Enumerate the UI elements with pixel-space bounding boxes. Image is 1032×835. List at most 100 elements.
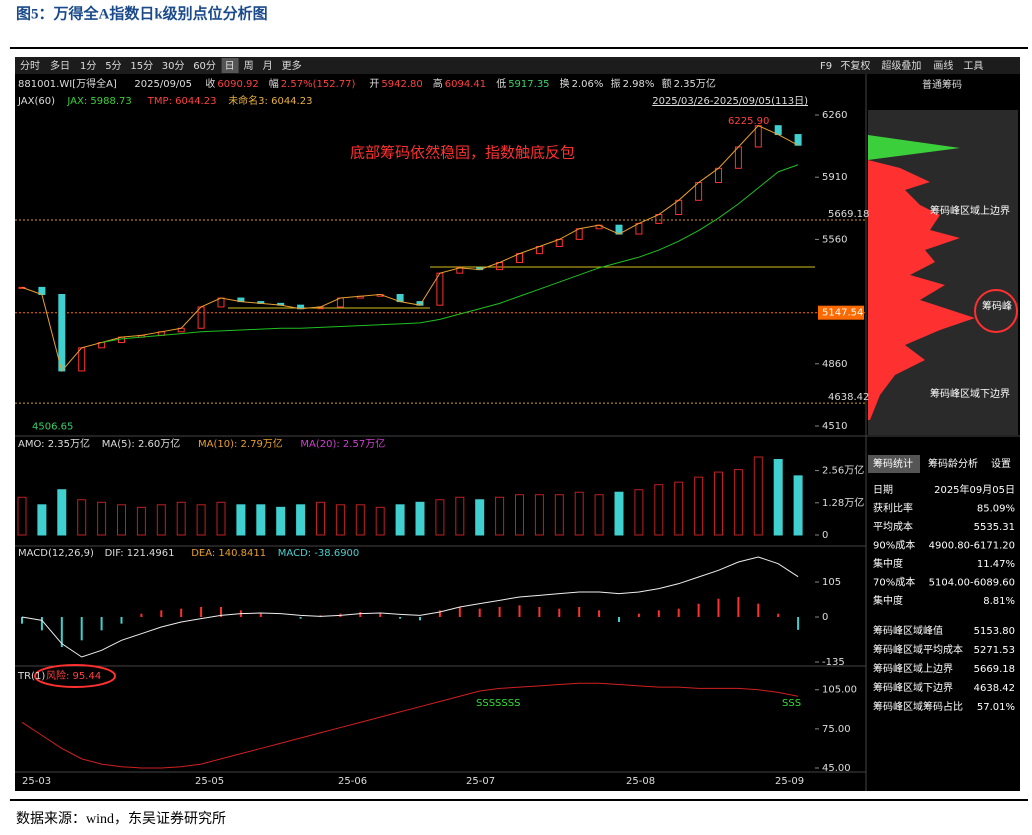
x-tick-label: 25-08 — [626, 776, 655, 787]
volume-bar — [17, 496, 27, 536]
volume-bar — [136, 506, 146, 536]
x-tick-label: 25-06 — [338, 776, 367, 787]
signal: SSSSSSS — [476, 698, 520, 709]
info-value: 5917.35 — [508, 79, 549, 90]
stats-value: 57.01% — [977, 702, 1015, 713]
y-tick-label: 105 — [822, 577, 841, 588]
volume-bar — [435, 499, 445, 536]
x-tick-label: 25-09 — [775, 776, 804, 787]
indicator-label: TMP: 6044.23 — [147, 96, 217, 107]
volume-bar — [594, 494, 604, 536]
volume-bar — [276, 506, 286, 536]
volume-bar — [694, 476, 704, 536]
volume-bar — [196, 504, 206, 536]
toolbar-tab[interactable]: 更多 — [282, 59, 302, 72]
toolbar-tab[interactable]: 60分 — [193, 60, 216, 72]
stats-key: 筹码峰区域上边界 — [873, 662, 953, 675]
indicator-label: JAX: 5988.73 — [66, 96, 131, 107]
terminal-bg — [15, 57, 1020, 791]
highlight-circle — [34, 664, 116, 688]
info-value: 2.57%(152.77) — [281, 79, 356, 90]
tab-active — [221, 58, 239, 73]
toolbar-tab[interactable]: 5分 — [105, 60, 121, 72]
volume-bar — [57, 489, 67, 536]
y-tick-label: 1.28万亿 — [822, 496, 864, 509]
stats-value: 4638.42 — [974, 683, 1015, 694]
chip-title: 普通筹码 — [922, 78, 962, 91]
y-tick-label: 4860 — [822, 359, 847, 370]
info-label: 额 — [662, 77, 672, 90]
y-tick-label: 2.56万亿 — [822, 464, 864, 477]
close-line — [21, 125, 799, 372]
level-label: 5147.54 — [822, 308, 863, 319]
info-label: 881001.WI[万得全A] — [18, 77, 117, 90]
amo-legend: MA(5): 2.60万亿 — [102, 437, 180, 450]
toolbar-button[interactable]: 工具 — [963, 60, 983, 72]
price-box — [818, 305, 864, 320]
stats-tab[interactable]: 筹码统计 — [873, 457, 913, 470]
info-value: 6094.41 — [445, 79, 486, 90]
candle — [58, 293, 66, 372]
stats-key: 90%成本 — [873, 539, 915, 552]
info-label: 低 — [496, 77, 506, 90]
macd-legend: MACD: -38.6900 — [278, 548, 359, 559]
toolbar-tab[interactable]: 15分 — [130, 60, 153, 72]
jax-line — [101, 164, 799, 343]
stats-key: 筹码峰区域筹码占比 — [873, 700, 963, 713]
info-label: 高 — [433, 77, 443, 90]
stats-value: 5104.00-6089.60 — [929, 578, 1015, 589]
stats-value: 8.81% — [983, 596, 1015, 607]
toolbar-tab[interactable]: 周 — [244, 60, 254, 72]
toolbar-tab[interactable]: 日 — [225, 61, 235, 72]
volume-bar — [614, 491, 624, 536]
volume-bar — [515, 494, 524, 536]
stats-key: 集中度 — [873, 557, 903, 570]
amo-legend: MA(20): 2.57万亿 — [300, 437, 385, 450]
y-tick-label: -135 — [822, 657, 845, 668]
amo-legend: AMO: 2.35万亿 — [18, 437, 90, 450]
x-tick-label: 25-03 — [22, 776, 51, 787]
stats-value: 2025年09月05日 — [934, 483, 1015, 496]
toolbar-tab[interactable]: 1分 — [80, 60, 96, 72]
stats-tab[interactable]: 筹码龄分析 — [928, 457, 978, 470]
macd-legend: DEA: 140.8411 — [191, 548, 266, 559]
y-tick-label: 0 — [822, 612, 828, 623]
stats-key: 筹码峰区域下边界 — [873, 681, 953, 694]
toolbar-tab[interactable]: 分时 — [20, 60, 40, 72]
toolbar-button[interactable]: F9 — [820, 61, 832, 72]
stats-key: 日期 — [873, 484, 893, 496]
volume-bar — [37, 504, 47, 536]
stats-tab[interactable]: 设置 — [991, 458, 1011, 470]
volume-bar — [156, 504, 166, 536]
toolbar-button[interactable]: 超级叠加 — [881, 59, 921, 72]
y-tick-label: 6260 — [822, 110, 847, 121]
info-value: 6090.92 — [217, 79, 258, 90]
info-label: 换 — [560, 77, 570, 90]
toolbar-button[interactable]: 画线 — [933, 59, 953, 72]
x-tick-label: 25-05 — [195, 776, 224, 787]
tab-active — [868, 455, 920, 473]
volume-bar — [97, 501, 107, 536]
volume-bar — [117, 504, 126, 536]
chip-label: 筹码峰 — [982, 300, 1012, 313]
chip-profit-shape — [868, 135, 960, 160]
info-label: 2025/09/05 — [134, 79, 192, 90]
volume-bar — [773, 459, 783, 536]
y-tick-label: 75.00 — [822, 724, 851, 735]
info-value: 5942.80 — [381, 79, 422, 90]
stats-key: 平均成本 — [873, 520, 913, 533]
toolbar-tab[interactable]: 30分 — [162, 60, 185, 72]
volume-bar — [714, 471, 723, 536]
stats-key: 70%成本 — [873, 576, 915, 589]
toolbar-tab[interactable]: 多日 — [50, 59, 70, 72]
level-label: 4638.42 — [828, 392, 869, 403]
toolbar-button[interactable]: 不复权 — [840, 59, 870, 72]
y-tick-label: 105.00 — [822, 685, 857, 696]
signal: SSS — [782, 698, 801, 709]
chip-loss-shape — [868, 160, 975, 420]
tr-line — [21, 682, 799, 769]
volume-bar — [77, 499, 87, 536]
toolbar-tab[interactable]: 月 — [263, 60, 273, 72]
y-tick-label: 0 — [822, 530, 828, 541]
y-tick-label: 5560 — [822, 234, 847, 245]
